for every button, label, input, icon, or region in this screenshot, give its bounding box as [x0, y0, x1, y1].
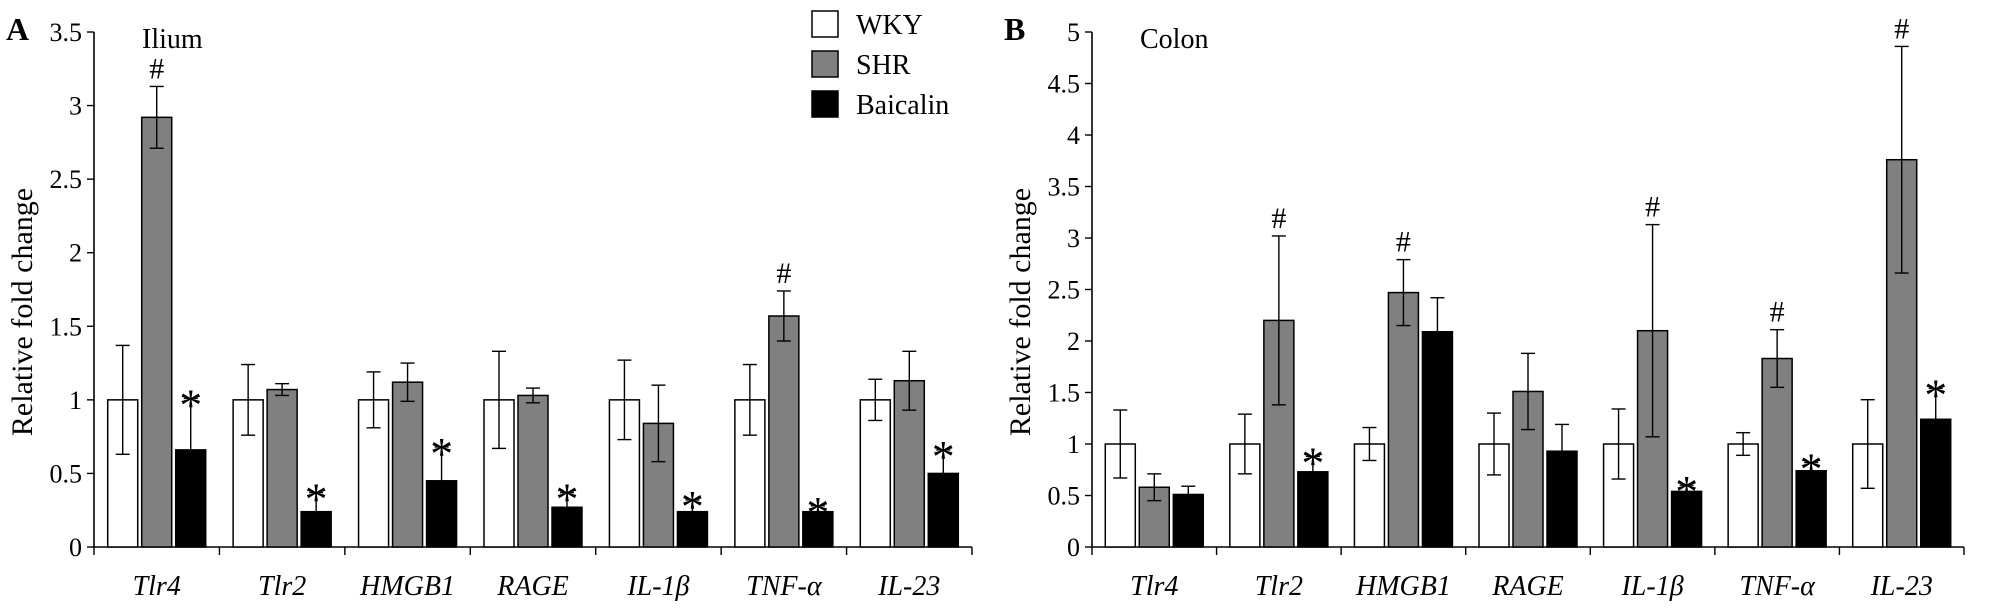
legend-label-shr: SHR [856, 50, 911, 81]
panel-ilium: A Ilium Relative fold change 0 0.5 1 1.5 2 2.… [6, 11, 973, 602]
y-tick-label: 3 [69, 92, 82, 121]
significance-star: * [305, 474, 328, 525]
y-tick-label: 3.5 [1048, 173, 1081, 202]
bar-shr [391, 381, 424, 548]
x-category-label: Tlr2 [258, 571, 306, 602]
x-category-label: Tlr2 [1255, 571, 1303, 602]
bar-wky [1727, 443, 1759, 548]
bar-wky [1353, 443, 1386, 548]
bar-baicalin [1670, 490, 1703, 548]
legend: WKY SHR Baicalin [811, 10, 949, 121]
significance-hash: # [1271, 202, 1286, 235]
x-category-label: HMGB1 [359, 571, 455, 602]
y-tick-label: 3 [1067, 224, 1080, 253]
y-tick-label: 5 [1067, 18, 1080, 47]
plot-area-b: 0 0.5 1 1.5 2 2.5 3 3.5 4 4.5 5 Tlr4 # * Tlr2 # HMGB1 RAG… [1048, 12, 1965, 602]
y-tick-label: 2 [69, 239, 82, 268]
y-tick-label: 0.5 [1048, 482, 1081, 511]
x-category-label: IL-23 [1870, 571, 1933, 602]
legend-swatch-shr [811, 50, 839, 78]
panel-title-colon: Colon [1140, 24, 1208, 55]
significance-star: * [932, 431, 955, 482]
significance-star: * [1675, 466, 1698, 517]
x-category-label: TNF-α [746, 571, 823, 602]
significance-hash: # [1396, 226, 1411, 259]
significance-star: * [681, 481, 704, 532]
legend-swatch-wky [811, 10, 839, 38]
significance-hash: # [1894, 12, 1909, 45]
x-category-label: RAGE [1491, 571, 1564, 602]
y-tick-label: 0 [69, 533, 82, 562]
x-category-label: IL-1β [1620, 571, 1683, 602]
significance-star: * [179, 379, 202, 430]
significance-hash: # [776, 257, 791, 290]
bar-shr [266, 388, 298, 548]
bar-shr [1263, 319, 1295, 548]
y-axis-title-b: Relative fold change [1004, 188, 1037, 436]
legend-label-baicalin: Baicalin [856, 90, 949, 121]
panel-colon: B Colon Relative fold change 0 0.5 1 1.5 2 2.… [1004, 11, 1965, 602]
y-tick-label: 3.5 [50, 18, 83, 47]
x-category-label: Tlr4 [1130, 571, 1178, 602]
x-category-label: HMGB1 [1355, 571, 1451, 602]
bar-shr [1387, 291, 1420, 548]
x-category-label: IL-1β [626, 571, 689, 602]
panel-title-ilium: Ilium [142, 24, 203, 55]
significance-star: * [556, 474, 579, 525]
significance-star: * [1924, 369, 1947, 420]
y-tick-label: 2.5 [50, 165, 83, 194]
panel-letter-a: A [6, 11, 29, 47]
y-tick-label: 1 [1067, 430, 1080, 459]
x-category-label: RAGE [496, 571, 569, 602]
plot-area-a: 0 0.5 1 1.5 2 2.5 3 3.5 # * Tlr4 * Tlr2 * HMGB1 * RAGE * I… [50, 18, 973, 602]
legend-label-wky: WKY [856, 10, 923, 41]
bar-baicalin [1421, 330, 1454, 548]
legend-swatch-baicalin [811, 90, 839, 118]
x-category-label: IL-23 [877, 571, 940, 602]
y-tick-label: 0 [1067, 533, 1080, 562]
y-tick-label: 2.5 [1048, 276, 1081, 305]
bar-shr [517, 394, 549, 548]
y-tick-label: 1.5 [1048, 379, 1081, 408]
bar-shr [768, 315, 800, 548]
x-category-label: Tlr4 [133, 571, 181, 602]
y-tick-label: 0.5 [50, 459, 83, 488]
significance-star: * [806, 487, 829, 538]
significance-star: * [1800, 444, 1823, 495]
bar-baicalin [1795, 470, 1827, 548]
significance-hash: # [1645, 191, 1660, 224]
bar-wky [859, 399, 892, 548]
bar-shr [642, 422, 675, 548]
y-axis-title-a: Relative fold change [6, 188, 39, 436]
y-tick-label: 4 [1067, 121, 1080, 150]
x-category-label: TNF-α [1739, 571, 1816, 602]
significance-hash: # [149, 52, 164, 85]
bar-shr [140, 116, 173, 548]
y-tick-label: 1.5 [50, 312, 83, 341]
bar-wky [483, 399, 515, 548]
significance-hash: # [1770, 296, 1785, 329]
significance-star: * [1301, 437, 1324, 488]
y-tick-label: 4.5 [1048, 70, 1081, 99]
y-tick-label: 1 [69, 386, 82, 415]
y-tick-label: 2 [1067, 327, 1080, 356]
panel-letter-b: B [1004, 11, 1025, 47]
significance-star: * [430, 428, 453, 479]
